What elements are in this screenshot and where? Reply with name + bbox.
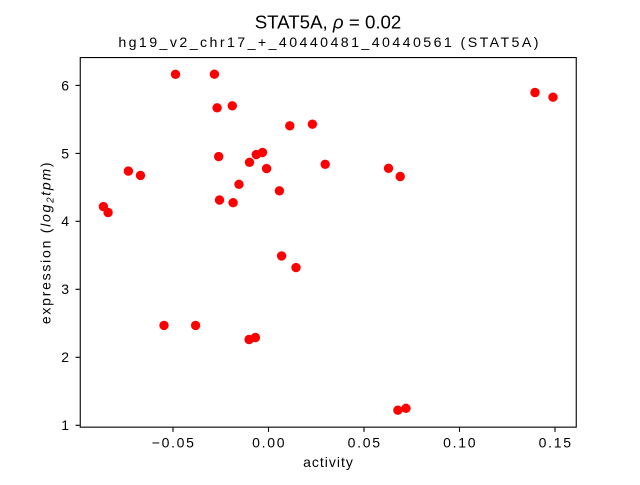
svg-text:5: 5 [61,145,69,161]
svg-text:0.10: 0.10 [443,434,477,450]
svg-text:hg19_v2_chr17_+_40440481_40440: hg19_v2_chr17_+_40440481_40440561 (STAT5… [118,35,541,51]
svg-text:2: 2 [61,349,69,365]
svg-text:−0.05: −0.05 [152,434,196,450]
svg-text:3: 3 [61,281,69,297]
svg-text:1: 1 [61,417,69,433]
svg-text:0.00: 0.00 [252,434,286,450]
svg-text:STAT5A, ρ = 0.02: STAT5A, ρ = 0.02 [255,12,402,33]
svg-text:0.05: 0.05 [348,434,382,450]
svg-text:0.15: 0.15 [539,434,573,450]
svg-text:6: 6 [61,77,69,93]
svg-text:4: 4 [61,213,69,229]
svg-text:activity: activity [303,454,354,470]
